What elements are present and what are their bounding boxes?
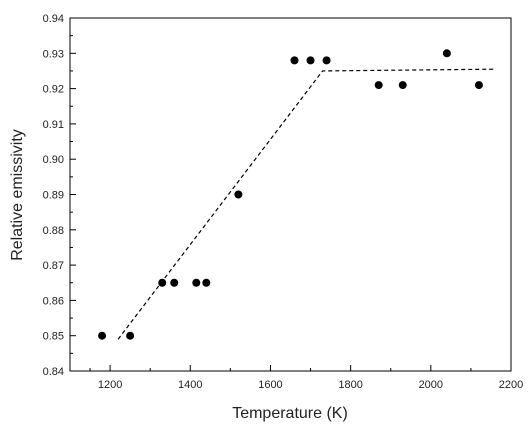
data-point bbox=[158, 278, 167, 287]
data-point bbox=[98, 331, 107, 340]
data-point bbox=[374, 81, 383, 90]
data-point bbox=[170, 278, 179, 287]
plot-frame bbox=[69, 17, 512, 372]
x-tick-label: 1800 bbox=[338, 379, 362, 391]
x-tick-label: 2200 bbox=[499, 379, 523, 391]
x-tick-label: 2000 bbox=[419, 379, 443, 391]
data-point bbox=[442, 49, 451, 58]
data-point bbox=[192, 278, 201, 287]
data-point bbox=[322, 56, 331, 65]
data-point bbox=[234, 190, 243, 199]
data-point bbox=[202, 278, 211, 287]
data-point bbox=[474, 81, 483, 90]
y-tick-label: 0.85 bbox=[43, 331, 64, 343]
y-tick-label: 0.91 bbox=[43, 119, 64, 131]
fit-line bbox=[117, 68, 495, 340]
y-tick-label: 0.89 bbox=[43, 190, 64, 202]
y-tick-label: 0.94 bbox=[43, 13, 64, 25]
data-point bbox=[306, 56, 315, 65]
x-tick-label: 1600 bbox=[258, 379, 282, 391]
y-tick-label: 0.88 bbox=[43, 225, 64, 237]
x-tick-label: 1200 bbox=[98, 379, 122, 391]
data-point bbox=[398, 81, 407, 90]
series-layer bbox=[98, 49, 495, 340]
data-point bbox=[290, 56, 299, 65]
y-tick-label: 0.90 bbox=[43, 154, 64, 166]
y-tick-label: 0.92 bbox=[43, 84, 64, 96]
x-tick-label: 1400 bbox=[178, 379, 202, 391]
x-axis-title: Temperature (K) bbox=[232, 405, 348, 422]
y-tick-label: 0.86 bbox=[43, 295, 64, 307]
y-tick-label: 0.87 bbox=[43, 260, 64, 272]
y-axis: 0.84 0.85 0.86 0.87 0.88 0.89 0.90 0.91 0.92 0.93… bbox=[43, 13, 76, 378]
data-point bbox=[126, 331, 135, 340]
y-axis-title: Relative emissivity bbox=[9, 129, 26, 261]
y-tick-label: 0.84 bbox=[43, 366, 64, 378]
x-axis: 1200 1400 1600 1800 2000 2200 bbox=[89, 365, 523, 391]
y-tick-label: 0.93 bbox=[43, 48, 64, 60]
